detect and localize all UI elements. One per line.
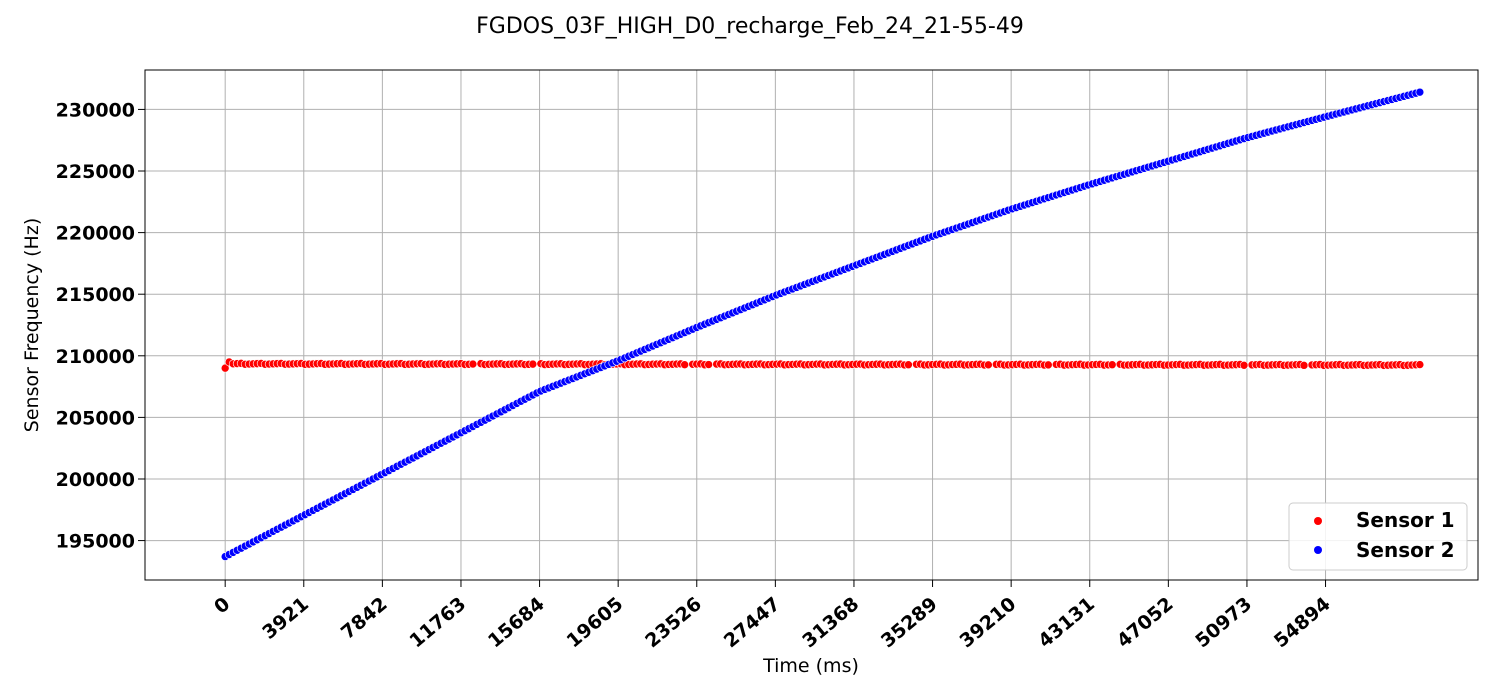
x-tick-label: 47052	[1113, 593, 1178, 652]
x-tick-label: 43131	[1034, 593, 1099, 652]
legend: Sensor 1 Sensor 2	[1288, 502, 1468, 571]
data-points	[220, 87, 1425, 561]
y-tick-label: 210000	[56, 346, 135, 368]
x-tick-label: 50973	[1191, 593, 1256, 652]
sensor-1-point	[680, 360, 689, 370]
legend-label-sensor-2: Sensor 2	[1356, 538, 1455, 562]
x-tick-label: 7842	[337, 593, 392, 644]
chart-title: FGDOS_03F_HIGH_D0_recharge_Feb_24_21-55-…	[476, 14, 1024, 39]
sensor-1-point	[528, 359, 538, 369]
plot-frame	[144, 69, 1479, 581]
sensor-1-point	[1415, 360, 1425, 369]
x-tick-label: 15684	[484, 593, 549, 652]
y-tick-label: 225000	[56, 161, 135, 183]
sensor-1-point	[468, 359, 478, 369]
legend-marker-sensor-2	[1314, 546, 1322, 554]
legend-frame	[1288, 502, 1468, 571]
sensor-2-point	[1415, 87, 1425, 97]
sensor-1-point	[1299, 361, 1309, 370]
legend-marker-sensor-1	[1314, 517, 1322, 525]
sensor-1-point	[220, 363, 230, 373]
x-tick-label: 0	[210, 593, 234, 618]
y-axis-label: Sensor Frequency (Hz)	[21, 218, 43, 432]
y-tick-label: 220000	[56, 223, 135, 245]
sensor-1-point	[704, 360, 713, 369]
x-axis-ticks: 0 3921 7842 11763 15684 19605 23526 27447 31368 3…	[210, 580, 1335, 652]
x-tick-label: 54894	[1270, 593, 1335, 652]
y-tick-label: 205000	[56, 407, 135, 429]
y-tick-label: 215000	[56, 284, 135, 306]
sensor-1-point	[904, 360, 913, 370]
sensor-1-point	[1239, 360, 1249, 370]
grid	[145, 70, 1478, 580]
legend-label-sensor-1: Sensor 1	[1356, 508, 1455, 532]
x-tick-label: 19605	[563, 593, 628, 652]
x-axis-label: Time (ms)	[762, 655, 859, 677]
x-tick-label: 35289	[877, 593, 942, 652]
sensor-1-point	[1043, 360, 1053, 370]
x-tick-label: 31368	[798, 593, 863, 652]
y-tick-label: 230000	[56, 99, 135, 121]
x-tick-label: 23526	[641, 593, 706, 652]
x-tick-label: 27447	[720, 593, 785, 652]
x-tick-label: 3921	[258, 593, 313, 644]
y-axis-ticks: 195000 200000 205000 210000 215000 220000 2250…	[56, 99, 145, 553]
y-tick-label: 195000	[56, 531, 135, 553]
y-tick-label: 200000	[56, 469, 135, 491]
sensor-1-point	[1107, 360, 1117, 370]
x-tick-label: 11763	[405, 593, 470, 652]
x-tick-label: 39210	[956, 593, 1021, 652]
sensor-1-point	[984, 360, 993, 370]
